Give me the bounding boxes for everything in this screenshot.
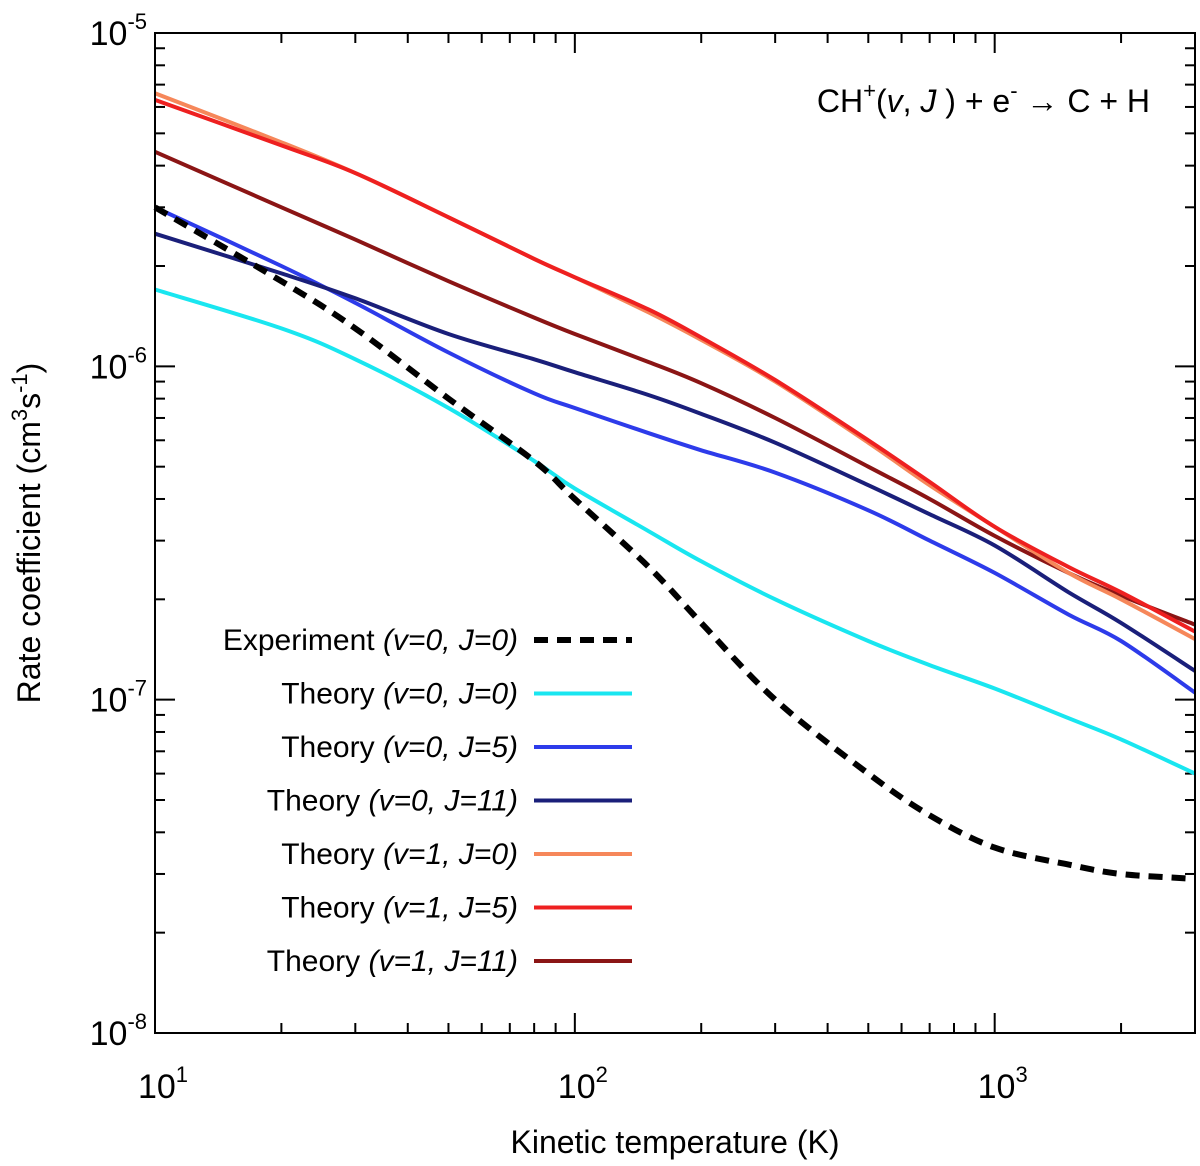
annotation-v: v [887,83,905,119]
x-tick-label-exp: 2 [596,1062,608,1087]
y-tick-label-exp: -8 [127,1009,147,1034]
y-tick-label-base: 10 [90,682,128,720]
legend-label-state: (v=1, J=5) [383,892,518,925]
annotation-electron-sup: - [1010,78,1017,103]
y-axis-title-sup2: -1 [7,373,32,393]
y-axis-title: Rate coefficient (cm3s-1) [7,363,47,704]
legend-label-4: Theory (v=1, J=0) [281,838,518,871]
x-tick-label: 103 [978,1062,1028,1106]
y-tick-label: 10-5 [90,9,147,53]
y-tick-label-exp: -6 [127,342,147,367]
reaction-annotation: CH+(v, J ) + e- → C + H [817,78,1150,119]
legend-label-5: Theory (v=1, J=5) [281,892,518,925]
series-line-5 [154,98,1196,634]
legend-label-name: Theory [267,785,369,818]
annotation-close: ) + e [936,83,1010,119]
legend-label-name: Theory [281,731,383,764]
legend-label-name: Theory [281,678,383,711]
x-tick-label: 102 [558,1062,608,1106]
legend-label-state: (v=0, J=0) [383,624,518,657]
legend-label-name: Theory [267,945,369,978]
series-layer [153,91,1197,882]
legend-label-state: (v=0, J=5) [383,731,518,764]
annotation-sep: , [903,83,921,119]
annotation-species: CH [817,83,863,119]
legend: Experiment (v=0, J=0)Theory (v=0, J=0)Th… [223,624,632,978]
y-tick-label-exp: -5 [127,9,147,34]
y-axis-title-main: Rate coefficient (cm [11,421,47,703]
series-line-3 [154,231,1197,673]
legend-label-6: Theory (v=1, J=11) [267,945,518,978]
y-tick-label-base: 10 [90,1015,128,1053]
x-axis-title: Kinetic temperature (K) [510,1124,839,1160]
legend-label-2: Theory (v=0, J=5) [281,731,518,764]
annotation-J: J [919,83,937,119]
annotation-open: ( [876,83,887,119]
y-tick-label-base: 10 [90,15,128,53]
annotation-products: → C + H [1018,83,1150,119]
legend-label-1: Theory (v=0, J=0) [281,678,518,711]
y-axis-title-mid: s [11,393,47,409]
series-line-2 [154,205,1197,695]
annotation-species-sup: + [863,78,876,103]
legend-label-name: Theory [281,892,383,925]
y-tick-label: 10-6 [90,342,147,386]
y-tick-label-exp: -7 [127,676,147,701]
legend-label-state: (v=1, J=0) [383,838,518,871]
legend-label-state: (v=0, J=0) [383,678,518,711]
x-tick-label: 101 [138,1062,188,1106]
series-line-1 [154,287,1196,776]
y-tick-label: 10-7 [90,676,147,720]
x-tick-label-base: 10 [978,1068,1016,1106]
y-axis-title-end: ) [11,363,47,374]
series-line-0 [153,204,1196,882]
x-tick-label-exp: 1 [176,1062,188,1087]
y-tick-label-base: 10 [90,348,128,386]
series-line-6 [154,149,1196,627]
legend-label-state: (v=1, J=11) [368,945,518,978]
legend-label-3: Theory (v=0, J=11) [267,785,518,818]
x-tick-label-base: 10 [138,1068,176,1106]
legend-label-0: Experiment (v=0, J=0) [223,624,518,657]
legend-label-name: Theory [281,838,383,871]
legend-label-state: (v=0, J=11) [368,785,518,818]
x-tick-label-exp: 3 [1015,1062,1027,1087]
plot-frame [154,32,1196,1034]
x-tick-label-base: 10 [558,1068,596,1106]
y-axis-title-sup1: 3 [7,409,32,421]
y-tick-label: 10-8 [90,1009,147,1053]
legend-label-name: Experiment [223,624,383,657]
